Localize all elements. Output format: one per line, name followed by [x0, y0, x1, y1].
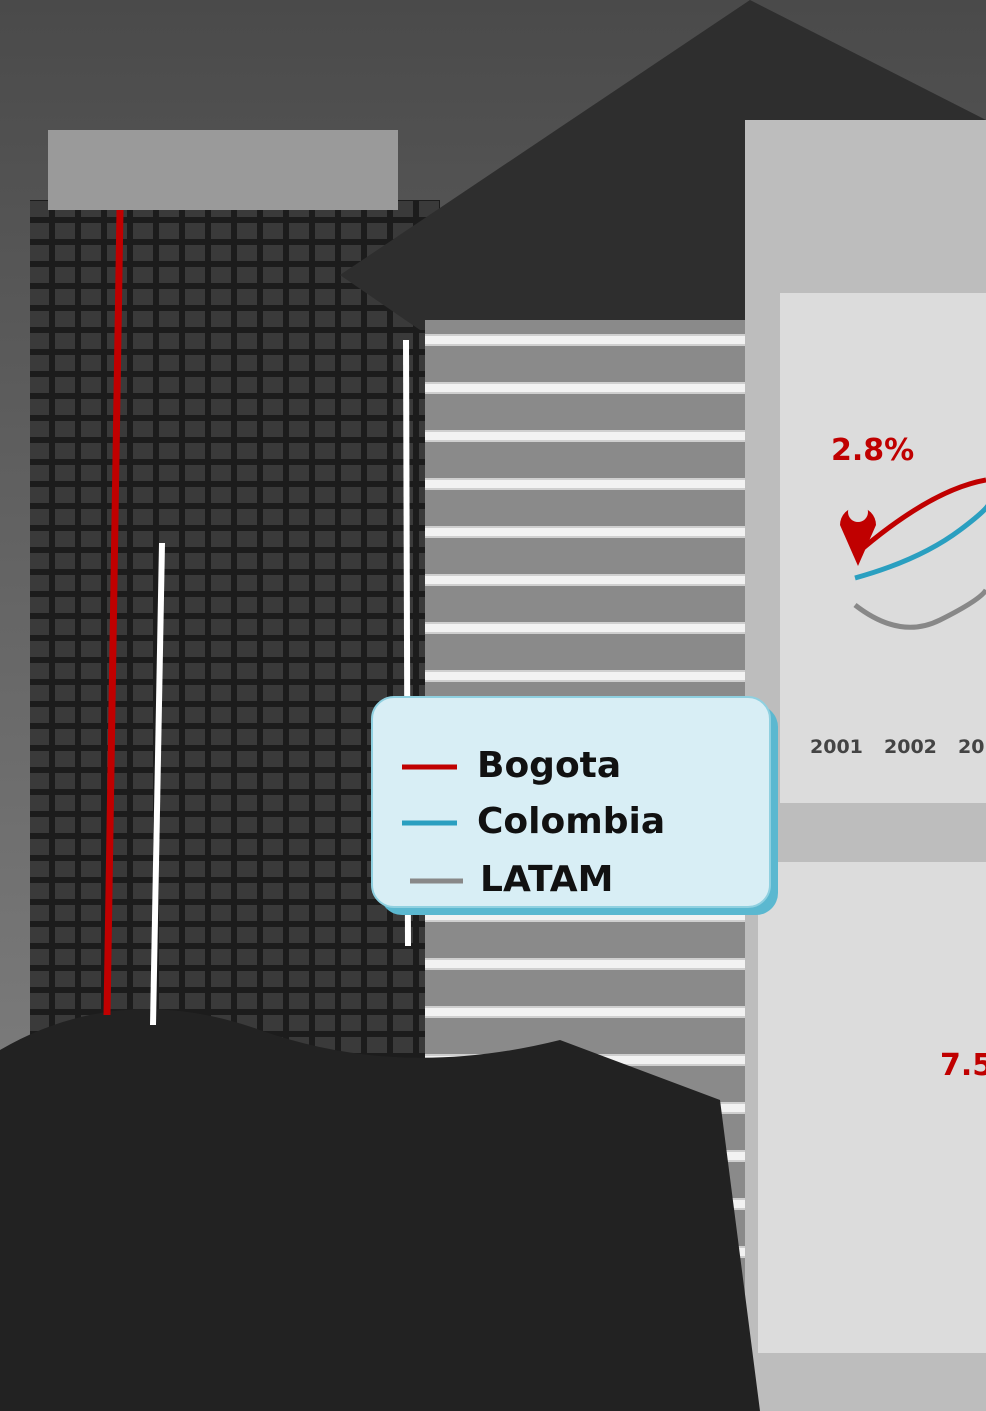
- legend-item: Bogota: [477, 745, 622, 786]
- legend-item: Colombia: [477, 801, 666, 842]
- value-label: 2.8%: [831, 433, 915, 468]
- legend-item: LATAM: [480, 859, 614, 900]
- value-label: 7.5: [940, 1048, 986, 1083]
- year-label: 2001: [810, 736, 863, 758]
- year-label: 20: [958, 736, 985, 758]
- year-label: 2002: [884, 736, 937, 758]
